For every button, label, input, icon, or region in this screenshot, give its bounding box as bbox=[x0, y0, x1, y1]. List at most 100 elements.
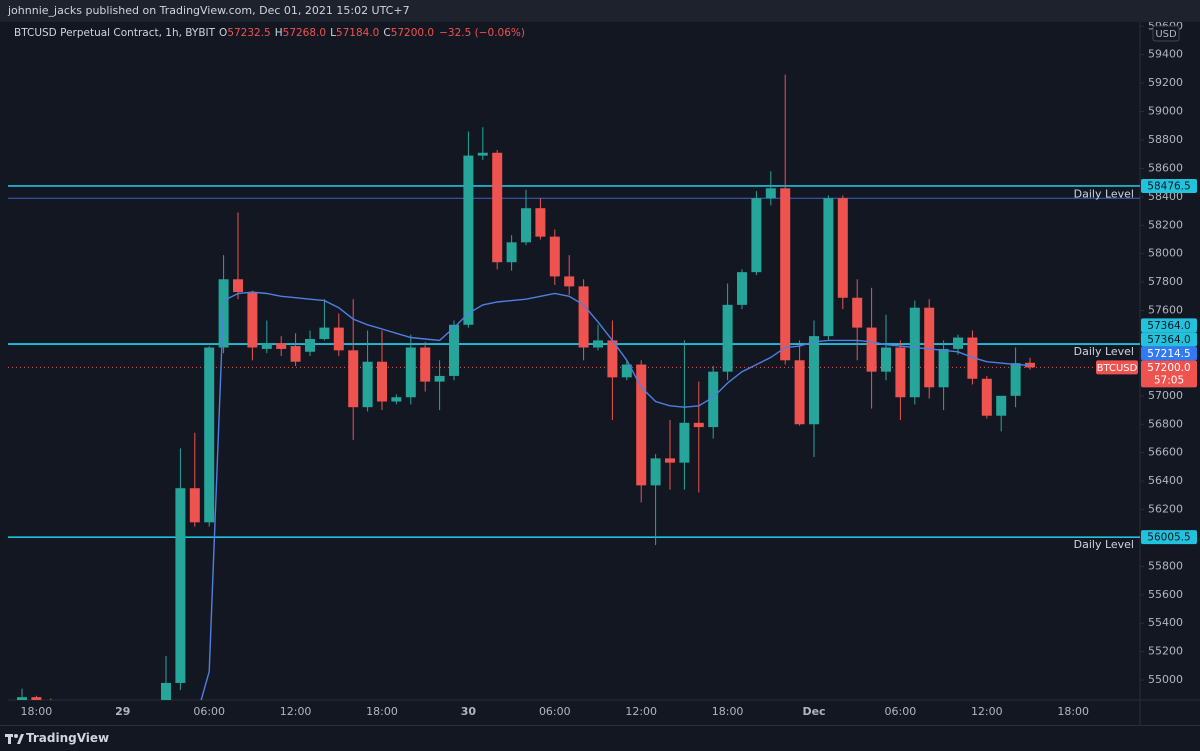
candle-body bbox=[261, 343, 272, 349]
x-tick-label: 06:00 bbox=[539, 705, 571, 718]
x-tick-label: 18:00 bbox=[712, 705, 744, 718]
y-tick-label: 58200 bbox=[1148, 218, 1183, 231]
y-tick-label: 59000 bbox=[1148, 105, 1183, 118]
candle-body bbox=[909, 307, 920, 398]
x-tick-label: 18:00 bbox=[366, 705, 398, 718]
candle-body bbox=[333, 327, 344, 351]
x-tick-label: 29 bbox=[115, 705, 130, 718]
candle-body bbox=[737, 272, 747, 305]
y-tick-label: 55000 bbox=[1148, 673, 1183, 686]
candle-body bbox=[679, 422, 690, 463]
y-tick-label: 58600 bbox=[1148, 161, 1183, 174]
candle-body bbox=[305, 338, 315, 352]
candle-body bbox=[362, 361, 373, 408]
legend-symbol: BTCUSD Perpetual Contract, 1h, BYBIT bbox=[14, 27, 216, 39]
level-text: Daily Level bbox=[1074, 538, 1134, 551]
candle-body bbox=[477, 152, 488, 156]
candle-body bbox=[866, 327, 877, 372]
legend-value: 57184.0 bbox=[335, 27, 380, 39]
candle-body bbox=[708, 371, 719, 428]
y-tick-label: 56600 bbox=[1148, 446, 1183, 459]
y-tick-label: 55200 bbox=[1148, 645, 1183, 658]
candle-body bbox=[348, 350, 359, 408]
candle-body bbox=[636, 364, 647, 486]
candle-body bbox=[953, 337, 963, 349]
legend: BTCUSD Perpetual Contract, 1h, BYBIT O572… bbox=[14, 27, 525, 39]
candle-body bbox=[722, 304, 733, 372]
price-tag-label: 57364.0 bbox=[1147, 334, 1190, 346]
candle-body bbox=[621, 364, 632, 378]
legend-change: −32.5 (−0.06%) bbox=[439, 27, 525, 39]
candle-body bbox=[924, 307, 935, 388]
candle-body bbox=[147, 709, 157, 716]
price-tag bbox=[1141, 178, 1197, 193]
y-tick-label: 55600 bbox=[1148, 588, 1183, 601]
candle-body bbox=[204, 347, 215, 523]
candle-body bbox=[578, 286, 589, 348]
plot bbox=[8, 74, 1140, 716]
candle-body bbox=[837, 198, 848, 298]
candle-body bbox=[391, 397, 402, 402]
legend-value: 57200.0 bbox=[390, 27, 435, 39]
legend-value: 57268.0 bbox=[282, 27, 327, 39]
candle-body bbox=[881, 347, 891, 372]
price-tag bbox=[1141, 346, 1197, 361]
countdown: 57:05 bbox=[1154, 374, 1184, 386]
y-tick-label: 57800 bbox=[1148, 275, 1183, 288]
x-tick-label: 12:00 bbox=[971, 705, 1003, 718]
x-tick-label: Dec bbox=[802, 705, 825, 718]
candle-body bbox=[377, 361, 387, 402]
legend-key: L bbox=[330, 27, 336, 39]
x-tick-label: 30 bbox=[461, 705, 477, 718]
price-tag-label: 58476.5 bbox=[1147, 180, 1190, 192]
price-tag-label: 57214.5 bbox=[1147, 348, 1190, 360]
y-tick-label: 58400 bbox=[1148, 190, 1183, 203]
y-tick-label: 59200 bbox=[1148, 76, 1183, 89]
axes: 5500055200554005560055800560005620056400… bbox=[21, 19, 1197, 718]
candle-body bbox=[290, 346, 301, 362]
footer: TradingView bbox=[0, 725, 1200, 751]
price-tag bbox=[1141, 530, 1197, 545]
candle-body bbox=[593, 340, 603, 348]
candle-body bbox=[895, 347, 906, 398]
currency-label: USD bbox=[1155, 29, 1177, 40]
symbol-tag bbox=[1096, 360, 1138, 375]
price-tag-label: 57364.0 bbox=[1147, 320, 1190, 332]
price-tag-label: 56005.5 bbox=[1147, 532, 1190, 544]
candle-body bbox=[549, 236, 560, 277]
y-tick-label: 55400 bbox=[1148, 616, 1183, 629]
symbol-tag-label: BTCUSD bbox=[1097, 363, 1138, 374]
candle-body bbox=[175, 488, 186, 683]
candle-body bbox=[650, 458, 661, 486]
y-tick-label: 57000 bbox=[1148, 389, 1183, 402]
published-bar: johnnie_jacks published on TradingView.c… bbox=[0, 0, 1200, 22]
candle-body bbox=[420, 347, 431, 382]
candle-body bbox=[564, 276, 575, 287]
candle-body bbox=[521, 208, 531, 243]
candle-body bbox=[449, 324, 459, 376]
y-tick-label: 56800 bbox=[1148, 417, 1183, 430]
candle-body bbox=[233, 279, 243, 293]
candle-body bbox=[535, 208, 546, 237]
x-tick-label: 12:00 bbox=[625, 705, 657, 718]
brand: TradingView bbox=[26, 731, 110, 745]
candle-body bbox=[823, 198, 834, 337]
y-tick-label: 58800 bbox=[1148, 133, 1183, 146]
candle-body bbox=[751, 198, 762, 273]
candle-body bbox=[247, 292, 258, 348]
candle-body bbox=[981, 378, 992, 416]
candle-body bbox=[765, 188, 776, 199]
candle-body bbox=[996, 395, 1007, 416]
candle-body bbox=[967, 337, 978, 379]
candle-body bbox=[434, 375, 445, 382]
legend-key: C bbox=[383, 27, 391, 39]
x-tick-label: 18:00 bbox=[21, 705, 53, 718]
currency-box bbox=[1152, 25, 1180, 42]
candle-body bbox=[463, 155, 474, 325]
candle-body bbox=[189, 488, 200, 523]
y-tick-label: 58000 bbox=[1148, 247, 1183, 260]
y-tick-label: 55800 bbox=[1148, 559, 1183, 572]
logo bbox=[5, 734, 24, 744]
